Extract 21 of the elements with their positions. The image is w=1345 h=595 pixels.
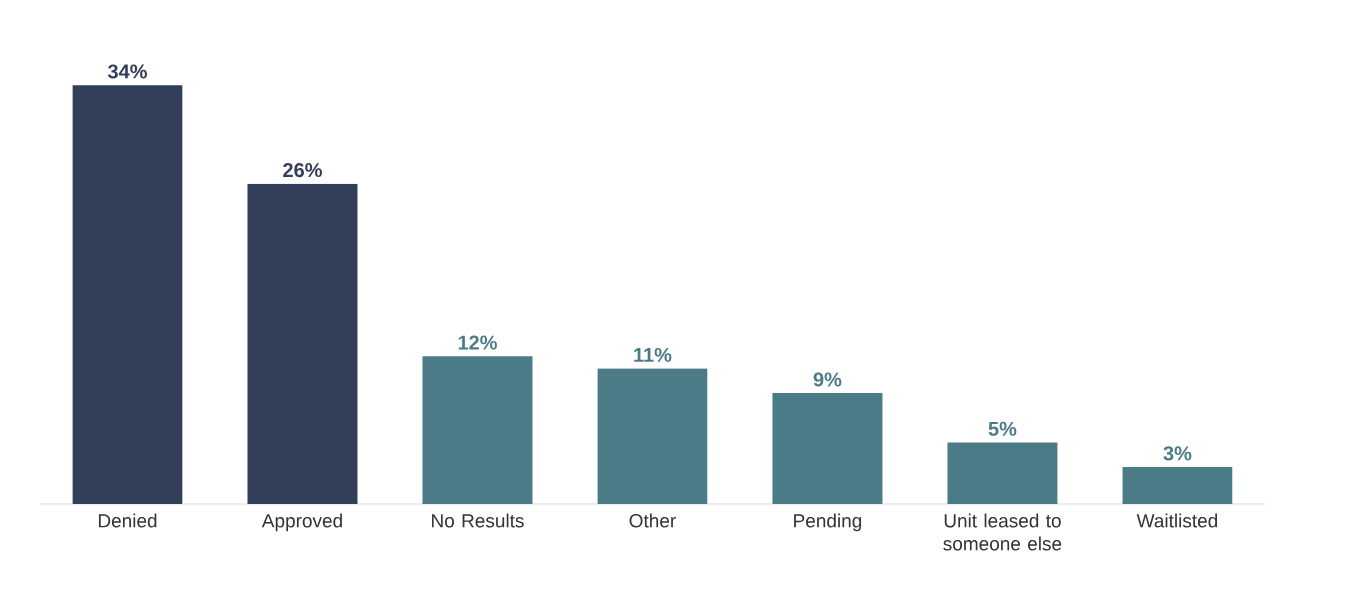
- bar: [1122, 467, 1233, 504]
- x-tick-label: Unit leased to someone else: [943, 513, 1062, 551]
- data-label: 12%: [458, 335, 497, 350]
- data-label: 3%: [1163, 446, 1192, 461]
- bar: [247, 183, 358, 504]
- data-label: 34%: [107, 64, 147, 79]
- bar: [72, 85, 183, 504]
- data-label: 9%: [813, 372, 842, 387]
- x-tick-label: Approved: [261, 513, 342, 532]
- data-label: 11%: [634, 347, 672, 362]
- x-tick-label: Denied: [98, 513, 157, 528]
- x-tick-label: Waitlisted: [1136, 513, 1218, 528]
- x-tick-label: No Results: [432, 513, 524, 528]
- bar: [772, 393, 883, 504]
- x-tick-label: Pending: [794, 513, 862, 532]
- bar: [422, 356, 533, 504]
- bar: [947, 442, 1058, 504]
- data-label: 26%: [283, 163, 322, 178]
- bar: [597, 368, 708, 504]
- data-label: 5%: [988, 421, 1017, 436]
- x-tick-label: Other: [629, 513, 676, 528]
